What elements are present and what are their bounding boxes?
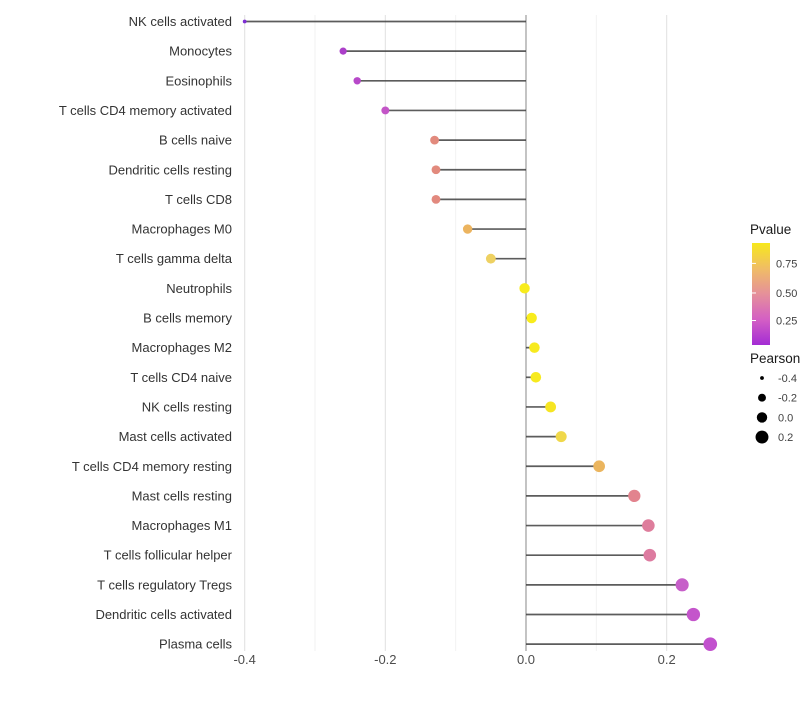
data-point	[703, 637, 718, 651]
x-tick-label: 0.0	[517, 652, 535, 667]
x-tick-label: -0.2	[374, 652, 396, 667]
data-point	[431, 165, 441, 175]
category-label: Monocytes	[169, 44, 232, 59]
pearson-legend-dot	[756, 412, 768, 423]
data-point	[431, 194, 441, 204]
x-tick-label: -0.4	[233, 652, 255, 667]
data-point	[675, 578, 689, 592]
data-point	[430, 135, 439, 145]
category-label: T cells CD4 memory activated	[59, 103, 232, 118]
data-point	[593, 460, 605, 473]
data-point	[519, 283, 530, 294]
data-point	[381, 106, 390, 115]
category-label: Mast cells activated	[119, 429, 232, 444]
pearson-legend-label: -0.4	[778, 373, 797, 385]
category-label: Macrophages M2	[132, 340, 232, 355]
category-label: B cells memory	[143, 311, 232, 326]
data-point	[555, 431, 567, 443]
pvalue-legend-title: Pvalue	[750, 222, 791, 237]
data-point	[339, 47, 347, 55]
pvalue-colorbar	[752, 243, 770, 345]
category-label: Plasma cells	[159, 637, 232, 652]
category-label: Mast cells resting	[132, 488, 232, 503]
colorbar-tick-label: 0.25	[776, 316, 797, 328]
category-label: T cells CD4 naive	[130, 370, 232, 385]
x-tick-label: 0.2	[658, 652, 676, 667]
data-point	[462, 224, 473, 234]
category-label: NK cells activated	[129, 14, 232, 29]
data-point	[628, 489, 641, 503]
data-point	[242, 19, 247, 24]
category-label: Macrophages M0	[132, 222, 232, 237]
data-point	[642, 519, 655, 532]
pearson-legend-title: Pearson	[750, 351, 800, 366]
pearson-legend-dot	[755, 430, 769, 444]
data-point	[643, 548, 657, 562]
category-label: B cells naive	[159, 133, 232, 148]
category-label: NK cells resting	[142, 399, 232, 414]
category-label: Eosinophils	[166, 73, 233, 88]
data-point	[526, 312, 537, 324]
pearson-legend-dot	[758, 393, 766, 402]
category-label: Dendritic cells resting	[108, 162, 232, 177]
data-point	[545, 401, 557, 413]
data-point	[485, 253, 496, 264]
colorbar-tick-label: 0.50	[776, 288, 797, 300]
category-label: T cells follicular helper	[104, 548, 233, 563]
pearson-legend-dot	[760, 376, 764, 380]
pearson-legend-label: 0.0	[778, 412, 793, 424]
category-label: Macrophages M1	[132, 518, 232, 533]
category-label: Dendritic cells activated	[95, 607, 232, 622]
colorbar-tick-label: 0.75	[776, 258, 797, 270]
category-label: T cells regulatory Tregs	[97, 577, 232, 592]
pearson-legend-label: 0.2	[778, 432, 793, 444]
category-label: T cells gamma delta	[116, 251, 233, 266]
data-point	[530, 372, 542, 383]
data-point	[529, 342, 540, 353]
category-label: T cells CD8	[165, 192, 232, 207]
data-point	[686, 607, 701, 622]
category-label: T cells CD4 memory resting	[72, 459, 232, 474]
pearson-legend-label: -0.2	[778, 393, 797, 405]
category-label: Neutrophils	[166, 281, 232, 296]
data-point	[353, 77, 361, 85]
